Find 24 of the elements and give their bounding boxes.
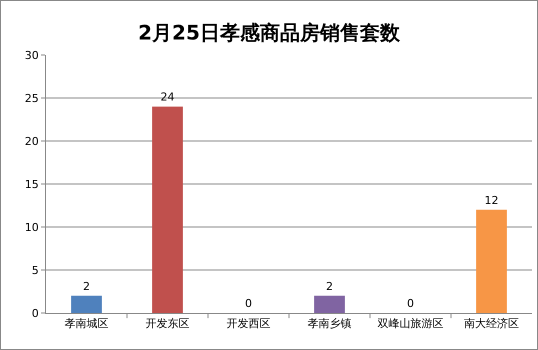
bar — [152, 106, 183, 313]
data-label: 24 — [160, 90, 174, 104]
data-label: 0 — [245, 297, 252, 310]
x-tick-label: 南大经济区 — [464, 317, 519, 330]
data-label: 2 — [326, 280, 333, 293]
y-tick-label: 25 — [24, 92, 39, 105]
data-label: 2 — [83, 280, 90, 293]
bar — [476, 210, 507, 313]
x-tick-label: 双峰山旅游区 — [378, 317, 444, 330]
bar — [71, 296, 102, 313]
y-tick-label: 30 — [24, 48, 39, 62]
y-tick-label: 0 — [32, 306, 39, 320]
y-tick-label: 15 — [24, 178, 39, 191]
y-tick-label: 5 — [32, 264, 39, 277]
data-label: 12 — [484, 194, 498, 207]
x-tick-label: 开发东区 — [146, 317, 190, 330]
x-tick-label: 孝南城区 — [64, 317, 108, 330]
chart-title: 2月25日孝感商品房销售套数 — [138, 20, 401, 44]
data-label: 0 — [407, 297, 414, 310]
x-tick-label: 孝南乡镇 — [308, 317, 352, 330]
y-tick-label: 20 — [24, 134, 39, 148]
bar — [314, 296, 345, 313]
x-tick-label: 开发西区 — [226, 317, 270, 330]
y-tick-label: 10 — [24, 220, 39, 234]
